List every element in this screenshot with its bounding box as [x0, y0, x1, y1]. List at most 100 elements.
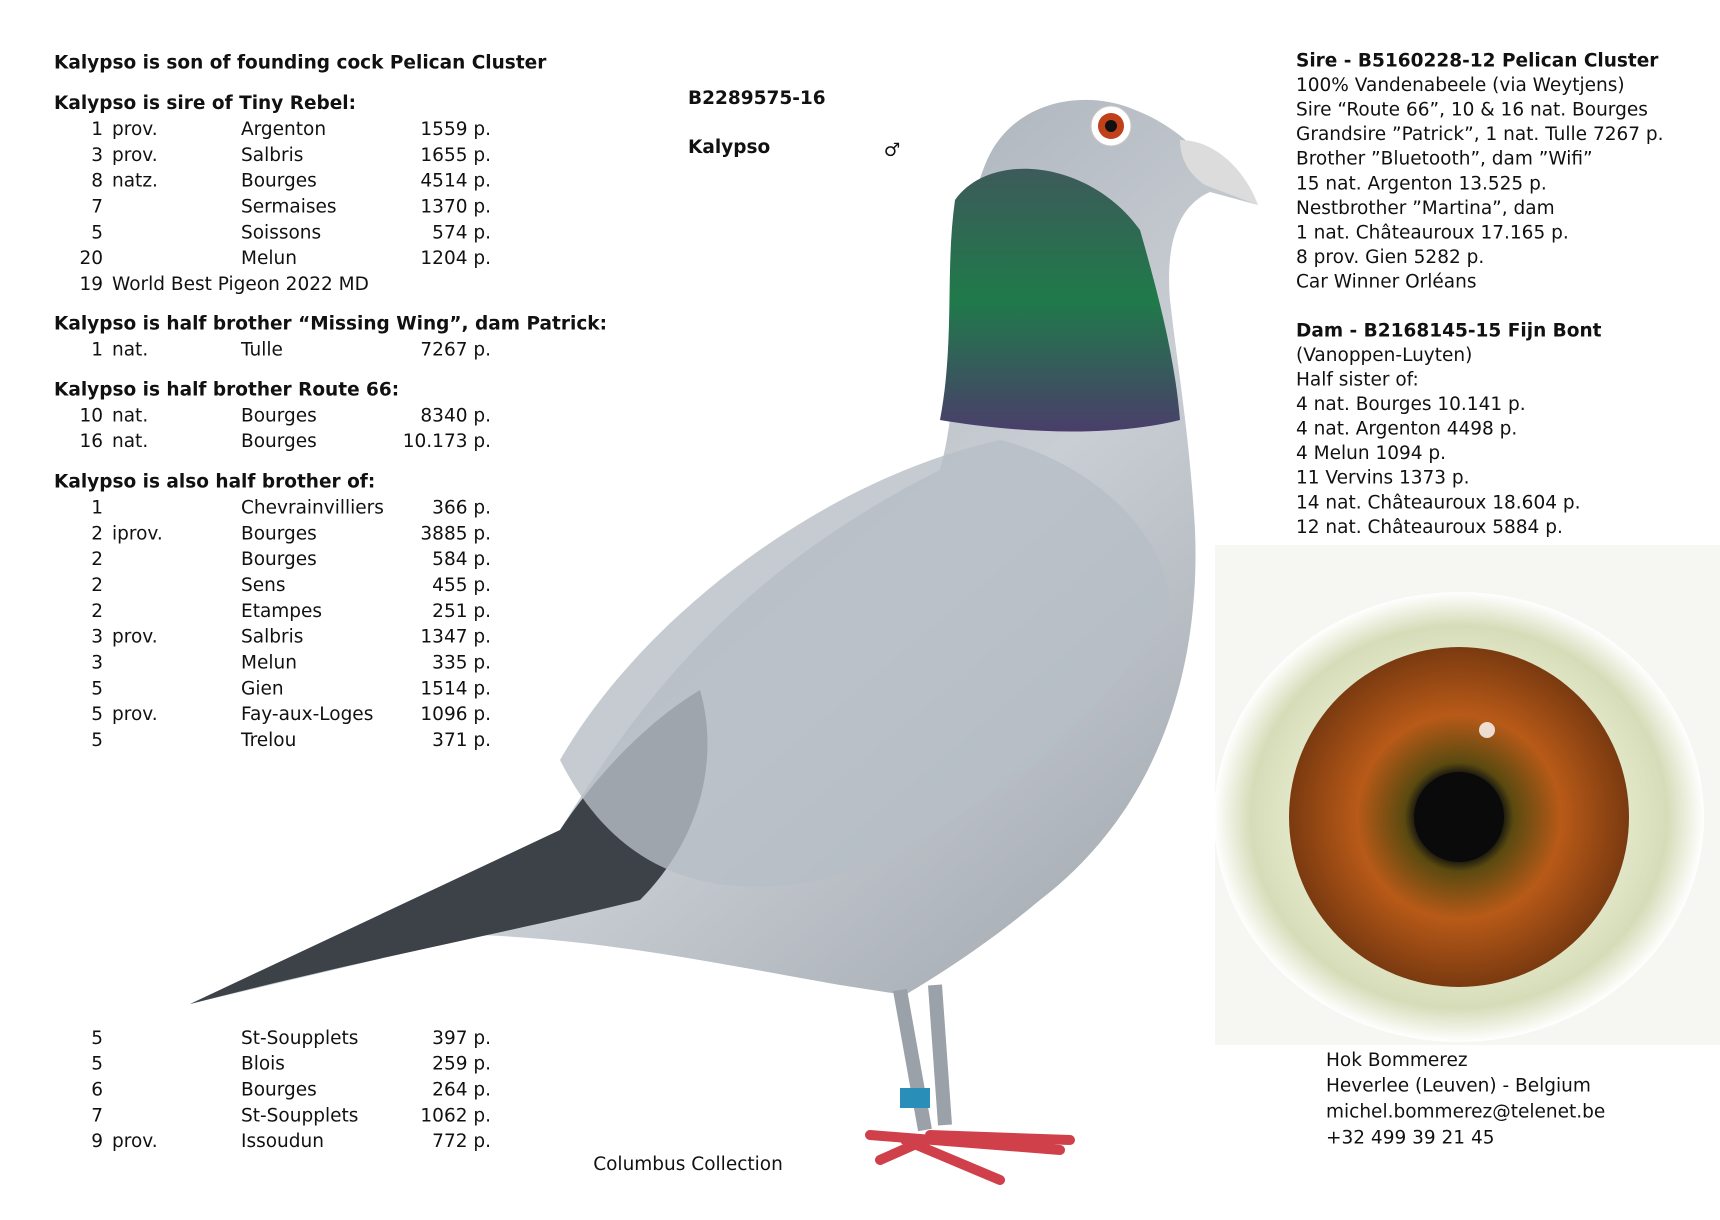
section-heading: Kalypso is sire of Tiny Rebel: [54, 93, 356, 114]
points: 1096 p. [420, 704, 491, 725]
place: 1 [91, 119, 103, 140]
points: 7267 p. [420, 340, 491, 361]
race: Melun [241, 653, 297, 674]
race: Argenton [241, 119, 326, 140]
race: Bourges [241, 523, 317, 544]
place: 2 [91, 549, 103, 570]
parent-heading: Sire - B5160228-12 Pelican Cluster [1296, 50, 1659, 71]
points: 264 p. [432, 1080, 491, 1101]
place: 19 [79, 274, 103, 295]
points: 251 p. [432, 601, 491, 622]
race: Fay-aux-Loges [241, 704, 373, 725]
parent-line: Half sister of: [1296, 369, 1419, 390]
place: 5 [91, 222, 103, 243]
race: Gien [241, 678, 284, 699]
rank: prov. [112, 145, 158, 166]
rank: nat. [112, 405, 148, 426]
points: 371 p. [432, 730, 491, 751]
race: Bourges [241, 431, 317, 452]
points: 1559 p. [420, 119, 491, 140]
parent-line: 4 nat. Argenton 4498 p. [1296, 419, 1517, 440]
place: 7 [91, 197, 103, 218]
parent-line: 4 Melun 1094 p. [1296, 443, 1446, 464]
race: Bourges [241, 405, 317, 426]
place: 10 [79, 405, 103, 426]
place: 5 [91, 678, 103, 699]
parent-line: 100% Vandenabeele (via Weytjens) [1296, 75, 1625, 96]
rank: iprov. [112, 523, 163, 544]
parent-line: (Vanoppen-Luyten) [1296, 345, 1472, 366]
place: 16 [79, 431, 103, 452]
race: Chevrainvilliers [241, 498, 384, 519]
race: Salbris [241, 145, 303, 166]
section-heading: Kalypso is half brother “Missing Wing”, … [54, 314, 607, 335]
place: 2 [91, 601, 103, 622]
race: St-Soupplets [241, 1028, 358, 1049]
race: Blois [241, 1054, 285, 1075]
race: Bourges [241, 1080, 317, 1101]
points: 1204 p. [420, 248, 491, 269]
parent-line: Car Winner Orléans [1296, 272, 1476, 293]
place: 5 [91, 1028, 103, 1049]
parent-line: Nestbrother ”Martina”, dam [1296, 198, 1555, 219]
points: 455 p. [432, 575, 491, 596]
race: Bourges [241, 549, 317, 570]
rank: natz. [112, 171, 158, 192]
race: Sermaises [241, 197, 337, 218]
contact-line: +32 499 39 21 45 [1326, 1127, 1495, 1148]
parent-line: 14 nat. Châteauroux 18.604 p. [1296, 492, 1580, 513]
parent-line: 8 prov. Gien 5282 p. [1296, 247, 1484, 268]
place: 5 [91, 704, 103, 725]
text-layer: Kalypso is son of founding cock Pelican … [54, 50, 1664, 1175]
points: 3885 p. [420, 523, 491, 544]
place: 3 [91, 653, 103, 674]
place: 9 [91, 1131, 103, 1152]
parent-heading: Dam - B2168145-15 Fijn Bont [1296, 320, 1602, 341]
place: 8 [91, 171, 103, 192]
pigeon-name: Kalypso [688, 137, 770, 158]
sex-symbol: ♂ [884, 140, 901, 161]
parent-line: 4 nat. Bourges 10.141 p. [1296, 394, 1526, 415]
points: 584 p. [432, 549, 491, 570]
points: 574 p. [432, 222, 491, 243]
rank: nat. [112, 431, 148, 452]
rank: prov. [112, 627, 158, 648]
place: 5 [91, 1054, 103, 1075]
parent-line: Grandsire ”Patrick”, 1 nat. Tulle 7267 p… [1296, 124, 1664, 145]
ring-number: B2289575-16 [688, 88, 826, 109]
points: 1370 p. [420, 197, 491, 218]
points: 1347 p. [420, 627, 491, 648]
race: Salbris [241, 627, 303, 648]
eye-image [1214, 545, 1720, 1045]
points: 4514 p. [420, 171, 491, 192]
contact-line: Heverlee (Leuven) - Belgium [1326, 1076, 1591, 1097]
place: 1 [91, 340, 103, 361]
parent-line: Sire “Route 66”, 10 & 16 nat. Bourges [1296, 100, 1648, 121]
points: 259 p. [432, 1054, 491, 1075]
place: 3 [91, 627, 103, 648]
parent-line: 15 nat. Argenton 13.525 p. [1296, 173, 1547, 194]
points: 335 p. [432, 653, 491, 674]
points: 10.173 p. [403, 431, 491, 452]
race: Sens [241, 575, 286, 596]
contact-line: Hok Bommerez [1326, 1050, 1468, 1071]
race: Soissons [241, 222, 321, 243]
points: 772 p. [432, 1131, 491, 1152]
parent-line: 1 nat. Châteauroux 17.165 p. [1296, 222, 1569, 243]
race: Bourges [241, 171, 317, 192]
rank: nat. [112, 340, 148, 361]
place: 2 [91, 575, 103, 596]
parent-line: 11 Vervins 1373 p. [1296, 468, 1470, 489]
parent-line: 12 nat. Châteauroux 5884 p. [1296, 517, 1563, 538]
points: 1514 p. [420, 678, 491, 699]
race: St-Soupplets [241, 1105, 358, 1126]
section-heading: Kalypso is half brother Route 66: [54, 380, 399, 401]
parent-line: Brother ”Bluetooth”, dam ”Wifi” [1296, 149, 1593, 170]
race: Trelou [240, 730, 296, 751]
place: 1 [91, 498, 103, 519]
section-heading: Kalypso is also half brother of: [54, 472, 375, 493]
points: 8340 p. [420, 405, 491, 426]
intro: Kalypso is son of founding cock Pelican … [54, 53, 547, 74]
place: 5 [91, 730, 103, 751]
